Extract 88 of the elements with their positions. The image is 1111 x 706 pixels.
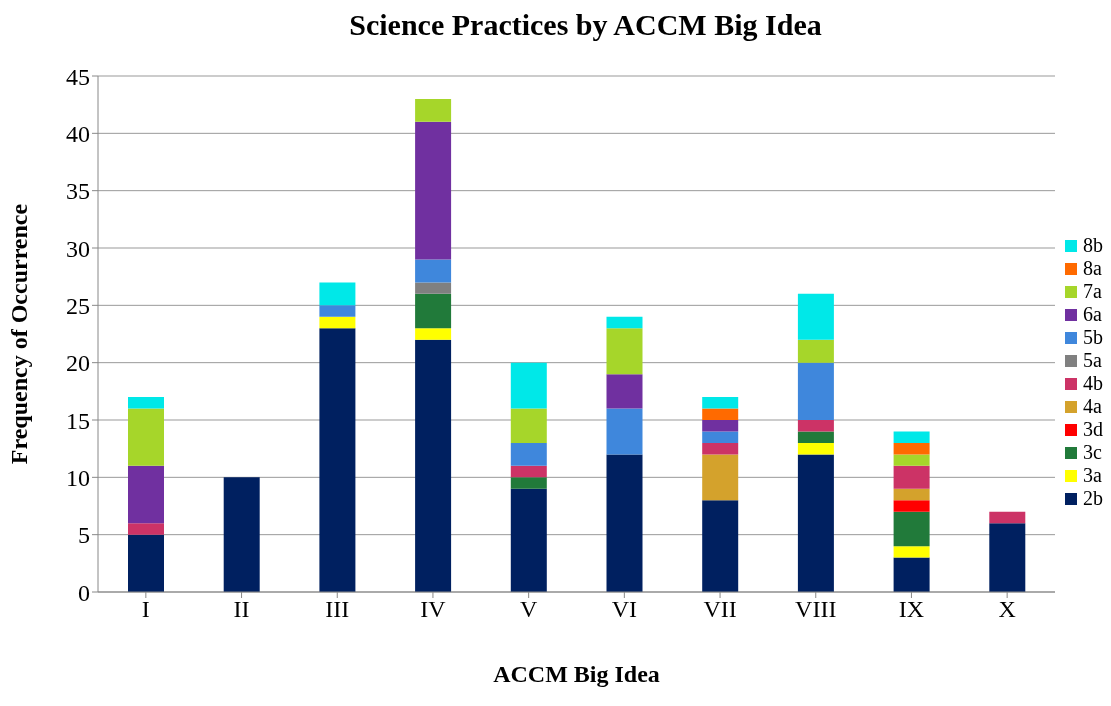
bar — [702, 431, 739, 443]
bar — [415, 328, 452, 340]
bar — [606, 328, 643, 375]
bar — [606, 316, 643, 329]
x-tick-label: VII — [703, 596, 737, 623]
bar — [510, 465, 547, 478]
bar — [797, 362, 834, 420]
bar — [510, 488, 547, 592]
bar — [319, 328, 356, 592]
legend-label: 5a — [1083, 349, 1102, 372]
legend-label: 3c — [1083, 441, 1102, 464]
x-tick-label: VIII — [795, 596, 837, 623]
bar — [893, 488, 930, 501]
x-tick-label: IV — [420, 596, 447, 623]
bar — [797, 339, 834, 363]
bar — [510, 362, 547, 409]
bar — [606, 454, 643, 592]
bar — [223, 477, 260, 592]
bar — [797, 454, 834, 592]
y-tick-label: 5 — [78, 522, 90, 549]
legend-label: 6a — [1083, 303, 1102, 326]
y-axis-title: Frequency of Occurrence — [5, 203, 32, 465]
y-tick-label: 20 — [66, 350, 90, 377]
bar — [510, 408, 547, 443]
bar — [797, 442, 834, 455]
bar — [128, 397, 164, 409]
legend-label: 7a — [1083, 280, 1102, 303]
chart-title: Science Practices by ACCM Big Idea — [348, 8, 823, 43]
legend-label: 2b — [1083, 487, 1103, 510]
bar — [893, 500, 930, 512]
x-tick-label: III — [325, 596, 350, 623]
legend-label: 5b — [1083, 326, 1103, 349]
y-tick-label: 25 — [66, 292, 90, 319]
x-tick-label: V — [519, 596, 538, 623]
bar — [510, 442, 547, 466]
bar — [415, 293, 452, 329]
bar — [415, 259, 452, 283]
bar — [893, 546, 930, 558]
bar — [893, 442, 930, 455]
legend-label: 8a — [1083, 257, 1102, 280]
bar — [319, 282, 356, 306]
legend-label: 3d — [1083, 418, 1103, 441]
bar — [893, 454, 930, 466]
bar — [415, 98, 452, 122]
bar — [797, 293, 834, 340]
bar — [989, 511, 1026, 524]
y-tick-label: 40 — [66, 120, 90, 147]
x-axis-title: ACCM Big Idea — [493, 661, 660, 687]
bar — [702, 420, 739, 432]
y-tick-label: 15 — [66, 407, 90, 434]
x-tick-label: VI — [611, 596, 638, 623]
bar — [797, 431, 834, 443]
bar — [893, 431, 930, 443]
bar — [702, 408, 739, 420]
x-tick-label: I — [141, 596, 150, 623]
x-tick-label: X — [998, 596, 1016, 623]
bar — [702, 500, 739, 592]
legend-label: 8b — [1083, 234, 1103, 257]
legend-label: 3a — [1083, 464, 1102, 487]
bar — [128, 465, 164, 524]
legend-label: 4a — [1083, 395, 1102, 418]
bar — [128, 534, 164, 592]
bar — [702, 454, 739, 501]
y-tick-label: 35 — [66, 178, 90, 205]
bar — [893, 557, 930, 592]
bar — [989, 523, 1026, 592]
bar — [415, 121, 452, 260]
bar — [510, 477, 547, 489]
bar — [128, 523, 164, 535]
y-tick-label: 30 — [66, 235, 90, 262]
bar — [415, 282, 452, 294]
bar — [319, 316, 356, 329]
y-tick-label: 0 — [78, 579, 90, 606]
y-tick-label: 45 — [66, 63, 90, 90]
bar — [415, 339, 452, 592]
bar — [893, 465, 930, 489]
x-tick-label: II — [233, 596, 250, 623]
bar — [702, 442, 739, 455]
bar — [702, 397, 739, 409]
y-tick-label: 10 — [66, 464, 90, 491]
bar — [893, 511, 930, 547]
legend-label: 4b — [1083, 372, 1103, 395]
bar — [606, 374, 643, 409]
x-tick-label: IX — [898, 596, 925, 623]
bar — [797, 420, 834, 432]
bar — [319, 305, 356, 317]
bar — [128, 408, 164, 466]
bar — [606, 408, 643, 455]
